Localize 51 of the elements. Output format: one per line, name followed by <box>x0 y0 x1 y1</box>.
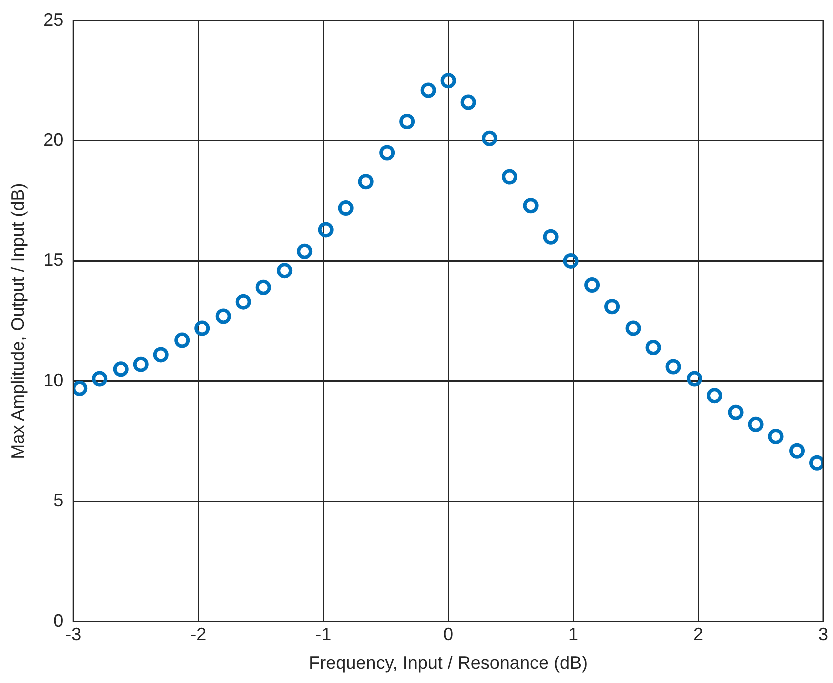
point <box>768 428 784 444</box>
y-tick-label: 15 <box>44 250 64 270</box>
point <box>707 388 723 404</box>
point <box>440 73 456 89</box>
point <box>236 294 252 310</box>
point <box>523 198 539 214</box>
point <box>338 200 354 216</box>
y-tick-label: 0 <box>54 610 64 631</box>
y-tick-label: 25 <box>44 10 64 30</box>
x-tick-label: -1 <box>316 624 332 645</box>
x-tick-label: 0 <box>444 624 454 645</box>
x-tick-label: 3 <box>818 624 829 645</box>
point <box>358 174 374 190</box>
point <box>420 82 436 98</box>
x-tick-label: 1 <box>568 624 579 645</box>
point <box>153 347 169 363</box>
point <box>728 404 744 420</box>
point <box>194 320 210 336</box>
point <box>604 299 620 315</box>
point <box>626 320 642 336</box>
point <box>216 308 232 324</box>
x-tick-label: -3 <box>66 624 82 645</box>
point <box>687 371 703 387</box>
point <box>646 340 662 356</box>
point <box>174 332 190 348</box>
point <box>666 359 682 375</box>
point <box>133 356 149 372</box>
point <box>400 114 416 130</box>
point <box>584 277 600 293</box>
point <box>502 169 518 185</box>
y-tick-label: 5 <box>54 490 64 511</box>
x-tick-label: -2 <box>190 624 207 645</box>
x-tick-label: 2 <box>694 624 704 645</box>
y-tick-label: 10 <box>44 370 64 390</box>
point <box>113 362 129 378</box>
point <box>790 443 806 459</box>
point <box>460 94 476 110</box>
point <box>563 253 579 269</box>
y-axis-title: Max Amplitude, Output / Input (dB) <box>8 183 28 460</box>
y-tick-label: 20 <box>44 130 64 150</box>
point <box>380 145 396 161</box>
point <box>482 130 498 146</box>
point <box>543 229 559 245</box>
point <box>277 263 293 279</box>
x-axis-title: Frequency, Input / Resonance (dB) <box>309 653 588 674</box>
point <box>92 371 108 387</box>
point <box>74 380 88 396</box>
point <box>297 244 313 260</box>
point <box>318 222 334 238</box>
point <box>256 280 272 296</box>
point <box>748 416 764 432</box>
